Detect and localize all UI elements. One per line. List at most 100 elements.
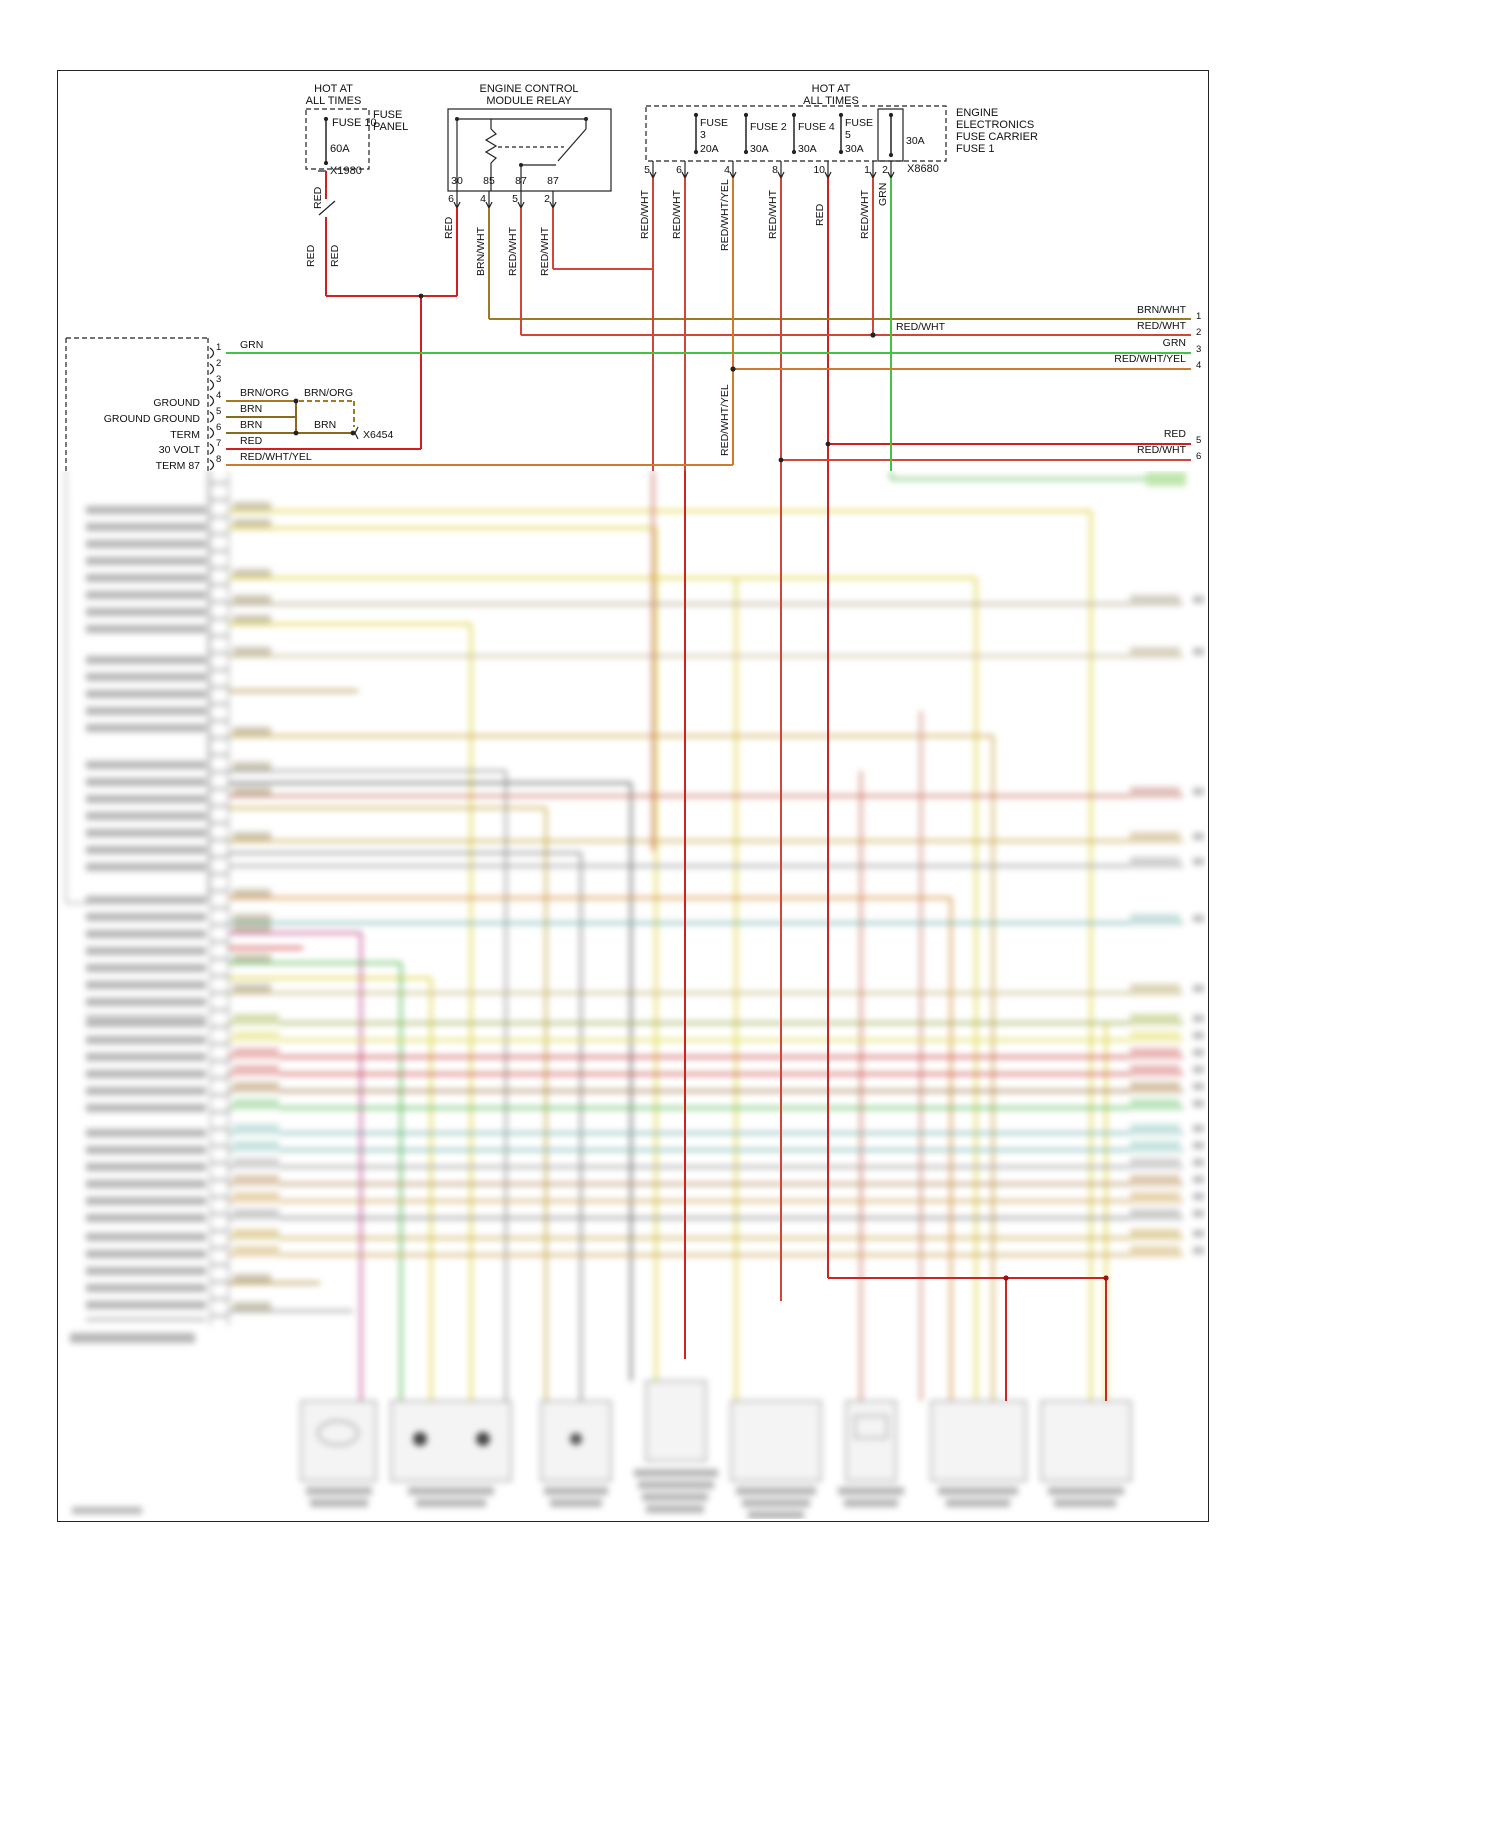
relay-title-1: ENGINE CONTROL (479, 83, 579, 95)
circuit-6-num: 6 (1196, 451, 1202, 462)
carrier-name-1: ENGINE (956, 107, 999, 119)
wire-label-red-wht: RED/WHT (859, 190, 871, 239)
carrier-pin-5: 5 (644, 164, 650, 176)
circuit-2-mid-wire-label: RED/WHT (896, 321, 945, 333)
ecm-pin-2: 2 (216, 358, 222, 369)
fuse2-amps: 30A (750, 143, 769, 155)
wire-label-red-wht-yel: RED/WHT/YEL (719, 179, 731, 251)
relay-pin-2: 2 (544, 193, 550, 205)
blurred-label-column (86, 1019, 206, 1116)
carrier-hot-label-1: HOT AT (811, 83, 851, 95)
wire-label-grn: GRN (877, 182, 889, 206)
fuse-panel-name-2: PANEL (373, 121, 409, 133)
circuit-1-num: 1 (1196, 311, 1202, 322)
ecm-terminal-ground: GROUND (153, 397, 200, 409)
wire-label-brn-org: BRN/ORG (304, 387, 354, 399)
wiring-diagram: HOT AT ALL TIMES FUSE 10 60A FUSE PANEL … (57, 70, 1209, 1522)
relay-pin-4: 4 (480, 193, 486, 205)
fuse10-label: FUSE 10 (332, 117, 377, 129)
wire-label-brn-org: BRN/ORG (240, 387, 290, 399)
wire-label-grn: GRN (240, 339, 264, 351)
blurred-wires-svg (65, 471, 1204, 1519)
blurred-diagram-region (58, 471, 1206, 1519)
ecm-pin-5: 5 (216, 406, 222, 417)
fuse5-amps: 30A (845, 143, 864, 155)
carrier-name-4: FUSE 1 (956, 143, 995, 155)
relay-terminal-85: 85 (483, 175, 495, 187)
wire-label-red-wht-yel: RED/WHT/YEL (719, 384, 731, 456)
circuit-2-num: 2 (1196, 327, 1202, 338)
wire-label-red-wht: RED/WHT (539, 227, 551, 276)
wire-label-brn: BRN (314, 419, 337, 431)
carrier-pin-4: 4 (724, 164, 730, 176)
ecm-pin-6: 6 (216, 422, 222, 433)
carrier-pin-1: 1 (864, 164, 870, 176)
carrier-hot-label-2: ALL TIMES (803, 95, 859, 107)
wire-label-brn: BRN (240, 419, 263, 431)
ecm-terminal-ground-ground: GROUND GROUND (103, 413, 200, 425)
fuse5-label-2: 5 (845, 129, 851, 141)
fuse3-label-2: 3 (700, 129, 706, 141)
fuse-panel-name-1: FUSE (373, 109, 403, 121)
circuit-5-wire: RED (1163, 428, 1186, 440)
wire-label-red-wht: RED/WHT (671, 190, 683, 239)
ecm-pin-1: 1 (216, 342, 222, 353)
fuse4-label: FUSE 4 (798, 121, 835, 133)
relay-title-2: MODULE RELAY (486, 95, 572, 107)
wire-label-red-wht-yel: RED/WHT/YEL (240, 451, 312, 463)
connector-x8680: X8680 (907, 163, 939, 175)
circuit-2-wire: RED/WHT (1137, 320, 1186, 332)
carrier-pin-10: 10 (813, 164, 825, 176)
ecm-terminal-30-volt: 30 VOLT (158, 444, 200, 456)
wire-label-red: RED (443, 216, 455, 239)
relay-terminal-87a: 87 (515, 175, 527, 187)
ecm-terminal-term: TERM (170, 429, 200, 441)
ecm-pin-3: 3 (216, 374, 222, 385)
carrier-pin-2: 2 (882, 164, 888, 176)
wiring-linework-svg (65, 105, 1191, 471)
fuse4-amps: 30A (798, 143, 817, 155)
circuit-6-wire: RED/WHT (1137, 444, 1186, 456)
wire-label-red: RED (240, 435, 263, 447)
relay-pin-5: 5 (512, 193, 518, 205)
blurred-content (58, 471, 1206, 1519)
circuit-4-num: 4 (1196, 360, 1202, 371)
ecm-pin-4: 4 (216, 390, 222, 401)
fuse2-label: FUSE 2 (750, 121, 787, 133)
fuse1-amps: 30A (906, 135, 925, 147)
wire-label-red: RED (305, 244, 317, 267)
relay-terminal-87b: 87 (547, 175, 559, 187)
wire-label-red-wht: RED/WHT (639, 190, 651, 239)
circuit-3-num: 3 (1196, 344, 1202, 355)
wire-label-brn: BRN (240, 403, 263, 415)
connector-x6454: X6454 (363, 429, 394, 441)
carrier-pin-8: 8 (772, 164, 778, 176)
fuse-panel-hot-label-1: HOT AT (314, 83, 353, 95)
blurred-label-column (86, 896, 206, 1018)
blurred-label-column (86, 1233, 206, 1321)
blurred-label-column (86, 761, 206, 873)
fuse3-amps: 20A (700, 143, 719, 155)
ecm-pin-8: 8 (216, 454, 222, 465)
fuse-panel-hot-label-2: ALL TIMES (305, 95, 362, 107)
ecm-pin-strip (210, 471, 229, 1326)
blurred-label-column (86, 656, 206, 738)
wire-label-red: RED (312, 186, 324, 209)
wire-label-brn-wht: BRN/WHT (475, 227, 487, 276)
blurred-label-column (86, 1129, 206, 1224)
fuse3-label-1: FUSE (700, 117, 729, 129)
wire-label-red: RED (814, 203, 826, 226)
circuit-1-wire: BRN/WHT (1137, 304, 1186, 316)
ecm-terminal-term-87: TERM 87 (155, 460, 200, 472)
wire-label-red-wht: RED/WHT (767, 190, 779, 239)
circuit-5-num: 5 (1196, 435, 1202, 446)
circuit-4-wire: RED/WHT/YEL (1114, 353, 1186, 365)
blurred-label-column (86, 506, 206, 634)
relay-pin-6: 6 (448, 193, 454, 205)
fuse10-amps: 60A (330, 143, 350, 155)
fuse5-label-1: FUSE (845, 117, 874, 129)
circuit-3-wire: GRN (1162, 337, 1186, 349)
connector-x1980: X1980 (330, 165, 362, 177)
carrier-name-2: ELECTRONICS (956, 119, 1035, 131)
relay-terminal-30: 30 (451, 175, 463, 187)
